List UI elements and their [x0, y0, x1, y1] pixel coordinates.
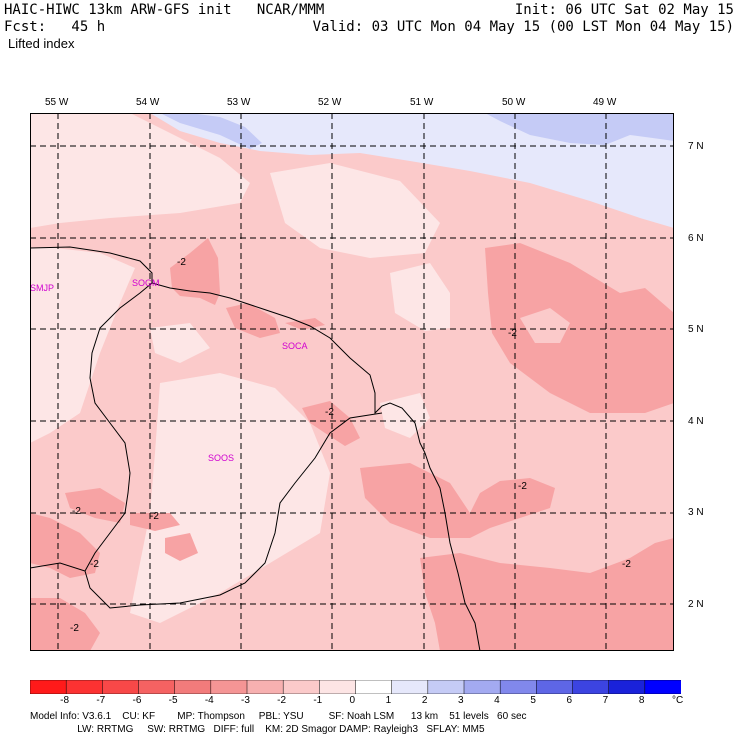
coastlines — [30, 246, 481, 651]
station-label: SOGM — [132, 278, 160, 288]
colorbar-swatch — [319, 680, 357, 694]
colorbar-swatch — [499, 680, 538, 694]
light-blue-region — [150, 113, 674, 228]
colorbar-swatch — [174, 680, 212, 694]
colorbar-tick-label: 1 — [385, 695, 392, 706]
lat-label: 4 N — [688, 416, 704, 427]
colorbar-tick-label: -2 — [277, 695, 287, 706]
colorbar-tick-label: 5 — [530, 695, 536, 706]
medium-region — [65, 488, 125, 523]
medium-region — [485, 243, 674, 413]
colorbar-swatch — [246, 680, 284, 694]
map-frame — [30, 113, 674, 651]
pale-region — [30, 113, 250, 228]
contour-label: -2 — [325, 407, 334, 418]
colorbar-swatch — [30, 680, 67, 694]
contour-label: -2 — [150, 511, 159, 522]
colorbar-tick-label: -7 — [96, 695, 106, 706]
lon-label: 52 W — [318, 97, 342, 108]
model-info-line2: LW: RRTMG SW: RRTMG DIFF: full KM: 2D Sm… — [30, 724, 485, 735]
model-info-line1: Model Info: V3.6.1 CU: KF MP: Thompson P… — [30, 711, 527, 722]
medium-region — [30, 598, 100, 651]
field-name: Lifted index — [8, 36, 75, 51]
contour-label: -2 — [508, 328, 517, 339]
lat-label: 6 N — [688, 233, 704, 244]
pale-region — [240, 408, 285, 448]
medium-region — [226, 303, 280, 338]
colorbar-tick-label: -1 — [313, 695, 323, 706]
colorbar-swatch — [282, 680, 321, 694]
medium-region — [520, 308, 570, 343]
colorbar-tick-label: 7 — [602, 695, 609, 706]
pale-region — [30, 248, 135, 443]
colorbar-tick-label: 3 — [458, 695, 464, 706]
colorbar-tick-label: 0 — [349, 695, 356, 706]
colorbar-tick-label: -3 — [241, 695, 250, 706]
lat-label: 5 N — [688, 324, 704, 335]
model-title: HAIC-HIWC 13km ARW-GFS init NCAR/MMM — [4, 2, 325, 18]
forecast-hour: Fcst: 45 h — [4, 19, 106, 35]
colorbar-swatch — [608, 680, 646, 694]
lifted-index-map: SMJP SOGM SOCA SOOS -2 -2 -2 -2 -2 -2 -2… — [30, 113, 674, 651]
contour-label: -2 — [622, 559, 631, 570]
colorbar-tick-label: -8 — [60, 695, 70, 706]
medium-region — [30, 513, 100, 578]
contour-label: -2 — [72, 506, 81, 517]
graticule — [30, 113, 674, 651]
colorbar-swatch — [65, 680, 104, 694]
medium-region — [130, 513, 180, 531]
colorbar-swatch — [463, 680, 501, 694]
lat-label: 3 N — [688, 507, 704, 518]
lat-label: 2 N — [688, 599, 704, 610]
contour-label: -2 — [70, 623, 79, 634]
colorbar-tick-label: 8 — [638, 695, 645, 706]
station-label: SOCA — [282, 341, 308, 351]
colorbar-swatch — [210, 680, 248, 694]
colorbar-tick-label: 2 — [421, 695, 428, 706]
pale-region — [150, 323, 210, 363]
colorbar-tick-label: -4 — [204, 695, 214, 706]
colorbar-tick-label: -6 — [132, 695, 142, 706]
station-label: SOOS — [208, 453, 234, 463]
contour-label: -2 — [90, 559, 99, 570]
colorbar-swatch — [355, 680, 393, 694]
colorbar-swatch — [572, 680, 610, 694]
blue-region-west — [160, 113, 262, 149]
medium-region — [165, 533, 198, 561]
colorbar-tick-label: 4 — [494, 695, 500, 706]
station-label: SMJP — [30, 283, 54, 293]
colorbar — [30, 680, 681, 694]
pale-region — [390, 263, 450, 331]
init-time: Init: 06 UTC Sat 02 May 15 — [514, 2, 734, 18]
colorbar-swatch — [536, 680, 574, 694]
lon-label: 54 W — [136, 97, 160, 108]
lon-label: 49 W — [593, 97, 617, 108]
lon-label: 55 W — [45, 97, 69, 108]
medium-region — [420, 538, 674, 651]
contour-label: -2 — [177, 257, 186, 268]
medium-region — [302, 401, 360, 446]
colorbar-tick-label: 6 — [566, 695, 573, 706]
colorbar-swatch — [644, 680, 681, 694]
medium-region — [170, 238, 220, 305]
colorbar-swatch — [391, 680, 429, 694]
lon-label: 50 W — [502, 97, 526, 108]
colorbar-swatch — [102, 680, 140, 694]
pale-region — [270, 163, 440, 258]
colorbar-swatch — [427, 680, 465, 694]
colorbar-tick-label: -5 — [168, 695, 178, 706]
contour-label: -2 — [518, 481, 527, 492]
blue-region — [485, 113, 674, 145]
valid-time: Valid: 03 UTC Mon 04 May 15 (00 LST Mon … — [312, 19, 734, 35]
lon-label: 51 W — [410, 97, 434, 108]
colorbar-swatch — [138, 680, 176, 694]
lon-label: 53 W — [227, 97, 251, 108]
medium-region — [360, 463, 555, 538]
lat-label: 7 N — [688, 141, 704, 152]
colorbar-unit: °C — [672, 695, 684, 706]
